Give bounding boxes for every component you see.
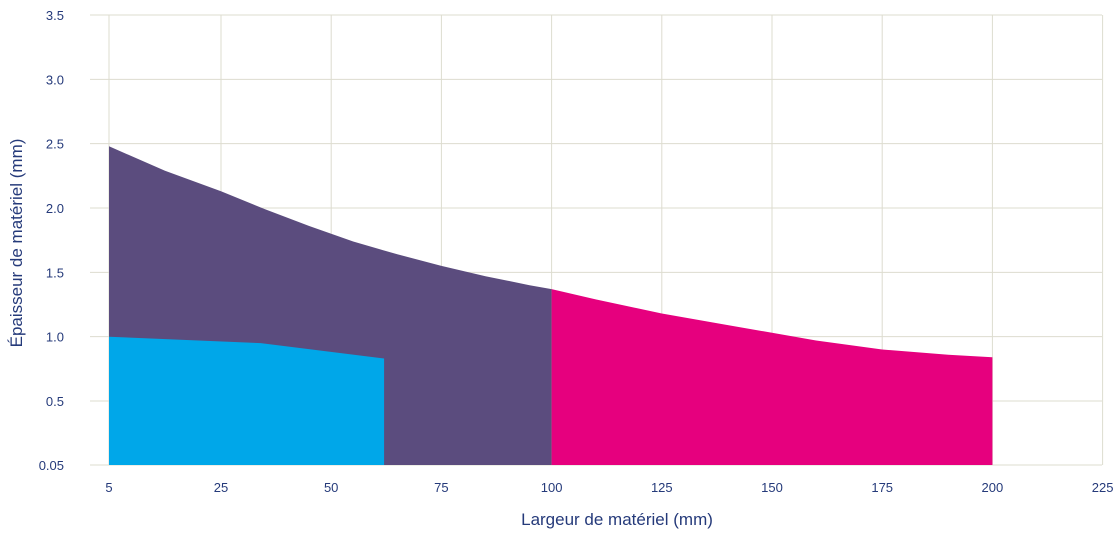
- x-tick-label: 100: [541, 480, 563, 495]
- y-tick-label: 1.0: [46, 330, 64, 345]
- y-tick-label: 0.05: [39, 458, 64, 473]
- area-series-3: [109, 336, 385, 465]
- y-tick-label: 2.0: [46, 201, 64, 216]
- y-tick-label: 0.5: [46, 394, 64, 409]
- y-tick-label: 2.5: [46, 137, 64, 152]
- x-tick-label: 200: [982, 480, 1004, 495]
- y-tick-label: 3.0: [46, 72, 64, 87]
- y-tick-labels: 0.05 0.5 1.0 1.5 2.0 2.5 3.0 3.5: [39, 8, 64, 473]
- y-tick-label: 3.5: [46, 8, 64, 23]
- x-tick-label: 125: [651, 480, 673, 495]
- y-tick-label: 1.5: [46, 265, 64, 280]
- x-tick-label: 150: [761, 480, 783, 495]
- y-axis-title: Épaisseur de matériel (mm): [7, 139, 26, 348]
- x-tick-label: 50: [324, 480, 338, 495]
- x-tick-label: 75: [434, 480, 448, 495]
- x-tick-label: 5: [105, 480, 112, 495]
- x-tick-label: 175: [871, 480, 893, 495]
- area-series-2: [551, 289, 993, 465]
- x-tick-label: 25: [214, 480, 228, 495]
- area-series: [109, 146, 993, 466]
- x-tick-label: 225: [1092, 480, 1114, 495]
- x-axis-title: Largeur de matériel (mm): [521, 510, 713, 529]
- x-tick-labels: 5 25 50 75 100 125 150 175 200 225: [105, 480, 1113, 495]
